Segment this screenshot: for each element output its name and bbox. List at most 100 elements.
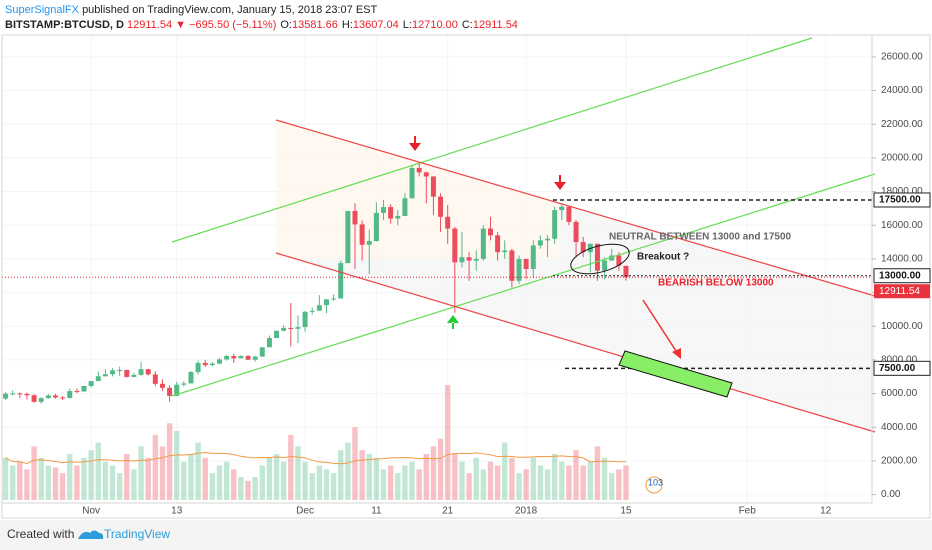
last-price-label: 12911.54: [879, 286, 920, 297]
volume-bar: [195, 442, 201, 500]
footer-bar: [0, 520, 932, 550]
author: SuperSignalFX: [5, 4, 80, 16]
candle-body: [438, 196, 444, 217]
candle-body: [259, 347, 265, 357]
volume-bar: [295, 446, 301, 500]
volume-bar: [409, 461, 415, 500]
y-tick-label: 20000.00: [881, 153, 923, 164]
x-tick-label: 11: [371, 506, 382, 517]
footer-brand: TradingView: [104, 527, 170, 541]
candle-body: [366, 241, 372, 245]
candle-body: [3, 393, 9, 399]
volume-bar: [231, 469, 237, 500]
y-tick-label: 0.00: [881, 489, 901, 500]
legend-key: L:: [403, 19, 412, 31]
volume-bar: [459, 461, 465, 500]
candle-body: [523, 258, 529, 269]
volume-bar: [152, 434, 159, 500]
volume-bar: [31, 446, 37, 500]
candle-body: [181, 383, 187, 385]
candle-body: [430, 176, 436, 197]
volume-bar: [59, 473, 66, 500]
volume-bar: [202, 457, 208, 500]
candle-layer: [3, 162, 629, 404]
volume-bar: [487, 461, 494, 500]
volume-bar: [259, 465, 265, 500]
candle-body: [466, 257, 472, 261]
volume-bar: [174, 431, 180, 500]
last-price-box: [874, 284, 930, 299]
volume-bar: [530, 457, 536, 500]
volume-bar: [188, 454, 194, 500]
candle-body: [373, 212, 379, 242]
volume-bar: [380, 469, 387, 500]
candle-body: [459, 257, 465, 263]
candle-body: [594, 243, 600, 271]
legend-key: H:: [342, 19, 353, 31]
volume-bar: [345, 442, 351, 500]
legend-key: C:: [462, 19, 473, 31]
volume-bar: [223, 461, 230, 500]
volume-bar: [437, 438, 444, 500]
header-line: SuperSignalFX published on TradingView.c…: [5, 4, 378, 16]
volume-bar: [430, 446, 437, 500]
volume-bar: [280, 461, 287, 500]
y-tick-label: 16000.00: [881, 220, 923, 231]
volume-bar: [623, 465, 629, 500]
volume-bar: [338, 450, 344, 500]
legend-value: 13581.66: [292, 19, 338, 31]
volume-bar: [566, 465, 572, 500]
volume-bar: [138, 446, 144, 500]
candle-body: [288, 327, 294, 329]
candle-body: [338, 263, 344, 299]
green-trendline: [171, 173, 876, 397]
down-arrow: [554, 175, 566, 190]
x-tick-label: 13: [171, 506, 183, 517]
candle-body: [24, 393, 30, 396]
volume-bar: [145, 457, 151, 500]
price-label-box: [873, 192, 931, 208]
candle-body: [224, 356, 230, 360]
volume-bar: [273, 454, 280, 500]
candle-body: [67, 391, 73, 398]
candle-body: [102, 374, 108, 377]
volume-bar: [395, 473, 401, 500]
candle-body: [409, 167, 415, 199]
candle-body: [81, 386, 87, 392]
candle-body: [252, 356, 258, 360]
annotation: Breakout ?: [637, 252, 689, 263]
volume-ma: [5, 451, 626, 465]
y-tick-label: 26000.00: [881, 52, 923, 63]
candle-body: [188, 372, 194, 384]
candle-body: [245, 356, 251, 360]
candle-body: [345, 210, 351, 264]
volume-bar: [544, 469, 551, 500]
volume-bar: [523, 469, 529, 500]
x-tick-label: 21: [442, 506, 454, 517]
candle-body: [616, 255, 622, 266]
down-arrow: [409, 136, 421, 151]
volume-bar: [509, 457, 515, 500]
candle-body: [31, 395, 37, 402]
candle-body: [74, 391, 80, 393]
candle-body: [480, 228, 486, 259]
volume-bar: [109, 465, 116, 500]
red-trendline: [275, 119, 876, 297]
candle-body: [95, 376, 101, 382]
price-lines: [2, 199, 872, 370]
candle-body: [167, 387, 173, 396]
candle-body: [145, 369, 151, 375]
up-arrow: [447, 315, 459, 329]
volume-bar: [502, 442, 508, 500]
volume-bar: [516, 473, 522, 500]
volume-bar: [166, 423, 173, 500]
volume-bar: [116, 473, 123, 500]
candle-body: [516, 258, 522, 281]
x-tick-label: 2018: [515, 506, 538, 517]
candle-body: [209, 363, 215, 366]
legend-value: 13607.04: [353, 19, 399, 31]
candle-body: [552, 210, 558, 239]
volume-bar: [252, 477, 258, 500]
volume-bar: [2, 457, 9, 500]
